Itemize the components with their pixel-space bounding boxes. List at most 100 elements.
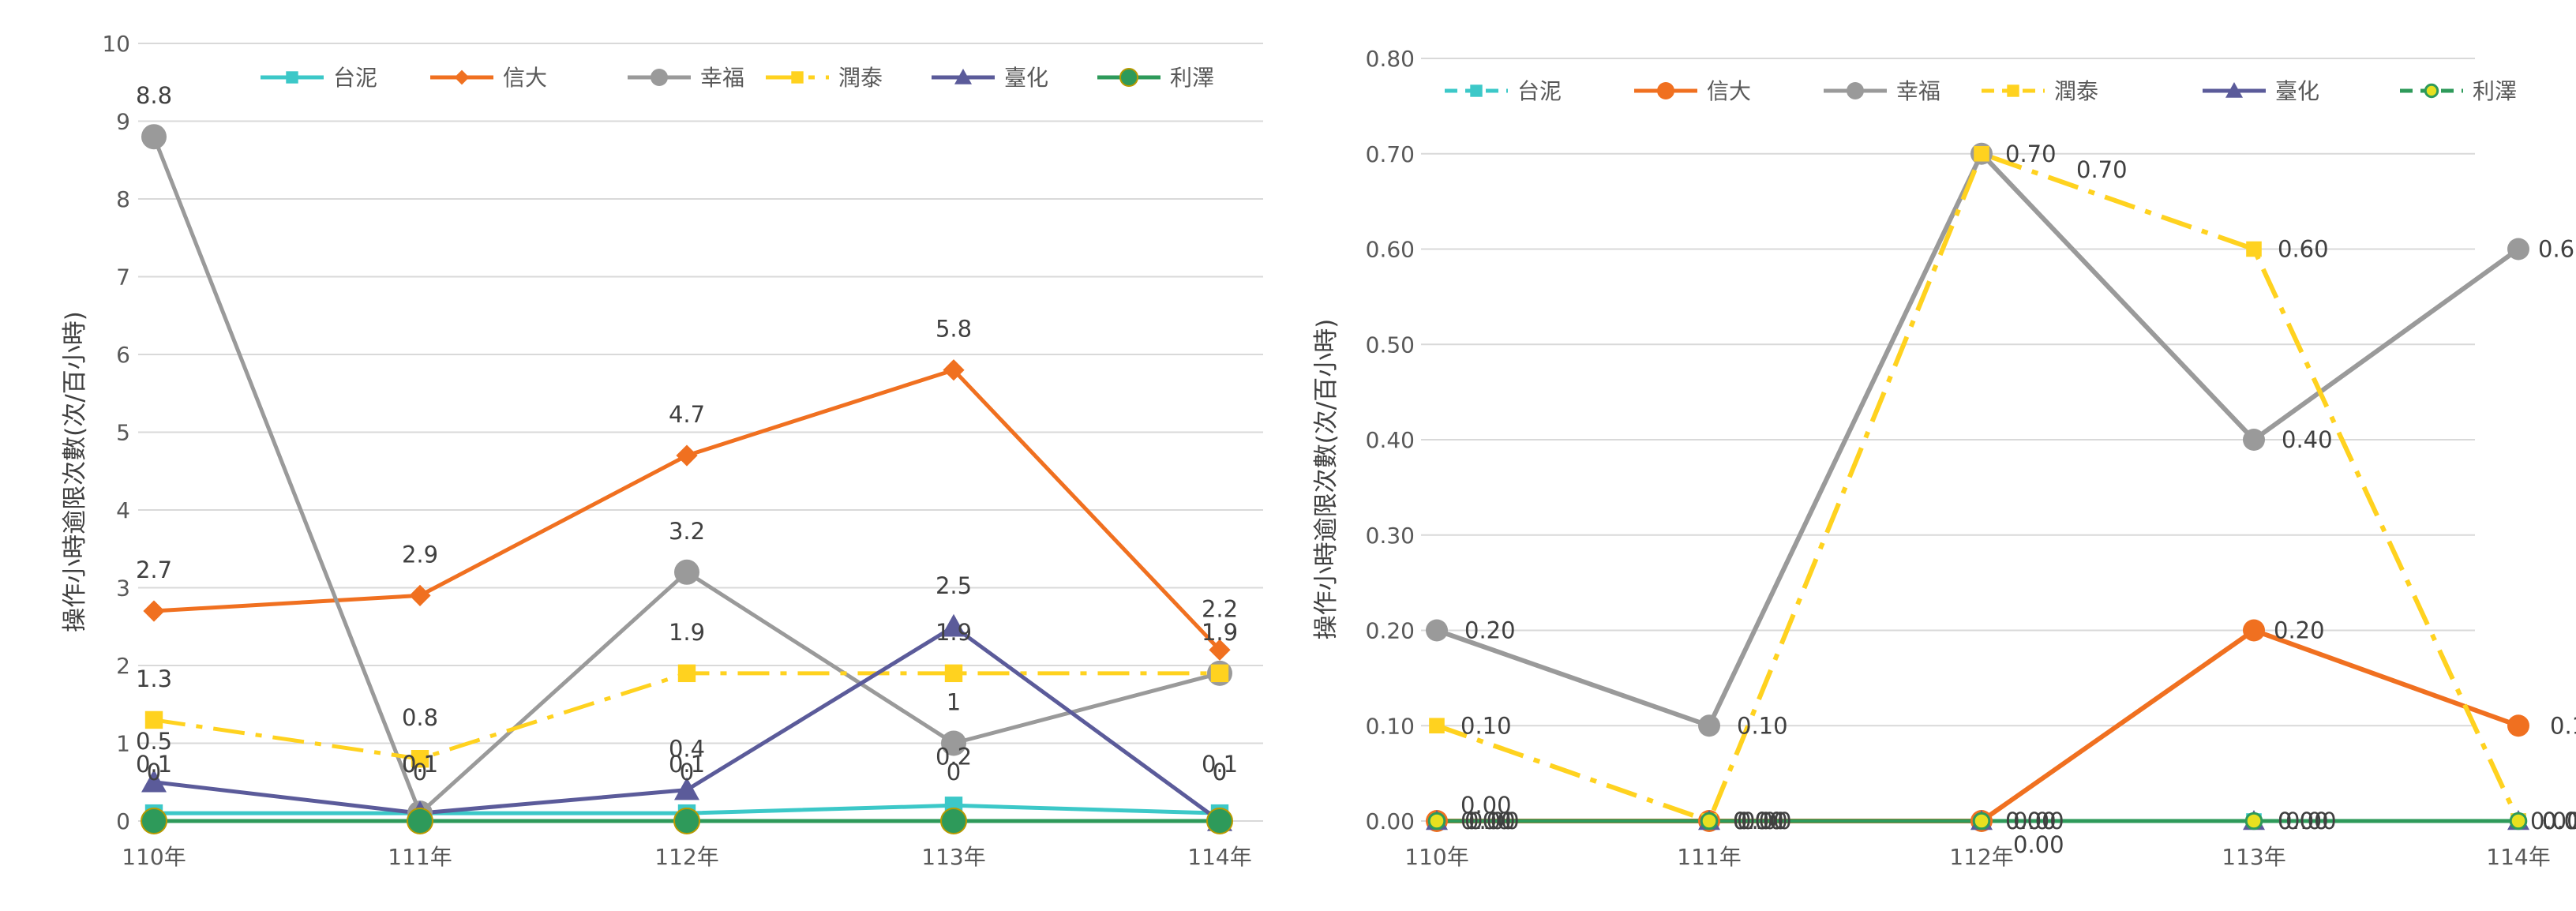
data-point [407, 808, 433, 834]
data-label: 0.10 [1737, 712, 1788, 739]
y-tick-label: 0.20 [1366, 618, 1415, 644]
data-label: 0.70 [2076, 156, 2128, 183]
y-tick-label: 0.70 [1366, 141, 1415, 167]
data-point [1426, 619, 1448, 642]
data-point [144, 710, 163, 729]
data-labels: 0.000.000.000.000.000.000.000.000.200.10… [1460, 141, 2576, 858]
x-tick-label: 111年 [388, 844, 452, 870]
data-label: 0.00 [2542, 808, 2576, 834]
data-point [141, 769, 167, 793]
data-point [676, 444, 698, 467]
data-label: 3.2 [669, 518, 705, 545]
y-tick-label: 0.80 [1366, 46, 1415, 72]
legend-label: 幸福 [1896, 78, 1940, 104]
data-point [1209, 639, 1231, 661]
data-label: 0.1 [1202, 751, 1238, 778]
markers-group [1426, 142, 2529, 832]
data-point [1972, 812, 1991, 830]
legend-marker [1847, 82, 1864, 99]
data-label: 0.00 [2013, 808, 2064, 834]
data-point [1700, 812, 1719, 830]
data-point [2509, 812, 2528, 830]
data-label: 2.7 [136, 557, 172, 583]
data-point [2507, 714, 2529, 737]
legend-label: 潤泰 [2054, 78, 2098, 104]
data-label: 1.9 [669, 619, 705, 646]
gridlines [138, 43, 1263, 822]
data-label: 0.00 [2278, 808, 2329, 834]
data-label: 0.00 [1733, 808, 1784, 834]
data-point [673, 808, 700, 834]
data-label: 0.00 [1460, 792, 1512, 819]
data-point [1974, 145, 1989, 162]
legend-label: 利澤 [2473, 78, 2517, 104]
data-point [944, 664, 963, 683]
x-tick-label: 112年 [654, 844, 718, 870]
data-label: 0.00 [2542, 808, 2576, 834]
x-tick-label: 114年 [1187, 844, 1251, 870]
data-point [2243, 619, 2265, 642]
y-axis-label: 操作小時逾限次數(次/百小時) [1312, 319, 1340, 640]
data-label: 0 [947, 759, 961, 785]
x-tick-label: 113年 [921, 844, 985, 870]
data-label: 1.9 [1202, 619, 1238, 646]
data-label: 0.00 [1464, 808, 1516, 834]
legend-label: 臺化 [2275, 78, 2319, 104]
legend-label: 利澤 [1170, 65, 1214, 91]
y-tick-labels: 0 1 2 3 4 5 6 7 8 9 10 [102, 31, 130, 834]
legend-marker [2225, 82, 2243, 98]
right-chart: 0.00 0.10 0.20 0.30 0.40 0.50 0.60 0.70 0.80 110年… [1312, 46, 2576, 870]
data-label: 5.8 [936, 316, 972, 343]
legend-marker [651, 69, 668, 86]
data-point [141, 124, 167, 150]
x-tick-labels: 110年 111年 112年 113年 114年 [122, 844, 1251, 870]
data-label: 0.2 [936, 743, 972, 770]
data-label: 0.00 [1737, 808, 1788, 834]
legend-marker [1470, 84, 1483, 97]
legend: 台泥 信大 幸福 潤泰 臺化 利澤 [261, 65, 1214, 91]
legend-marker [454, 69, 470, 85]
data-label: 0.00 [1468, 808, 1520, 834]
y-tick-label: 0.00 [1366, 808, 1415, 834]
data-point [141, 808, 167, 834]
series-group [152, 136, 1221, 823]
y-tick-label: 0.60 [1366, 237, 1415, 263]
data-label: 2.2 [1202, 595, 1238, 622]
y-tick-label: 8 [116, 186, 130, 212]
data-point [677, 664, 696, 683]
data-label: 2.5 [936, 572, 972, 599]
y-tick-label: 0.50 [1366, 332, 1415, 358]
data-label: 0.1 [402, 751, 438, 778]
data-label: 0.00 [2005, 808, 2057, 834]
y-tick-label: 0.10 [1366, 713, 1415, 739]
series-group [1436, 151, 2521, 823]
data-label: 8.8 [136, 82, 172, 109]
x-tick-label: 111年 [1677, 844, 1741, 870]
data-point [2246, 241, 2262, 257]
data-label: 0.20 [1464, 617, 1516, 644]
legend-marker [2424, 83, 2439, 99]
x-tick-label: 110年 [122, 844, 186, 870]
data-point [411, 750, 429, 768]
data-label: 0.60 [2538, 236, 2576, 263]
data-label: 0.00 [2530, 808, 2576, 834]
data-point [674, 559, 699, 585]
data-labels: 0.1 0.1 0.1 0.2 0.12.72.94.75.82.28.80.13.21… [136, 82, 1238, 785]
gridlines [1421, 58, 2475, 822]
data-label: 0.4 [669, 736, 705, 763]
y-tick-label: 10 [102, 31, 130, 57]
y-tick-label: 9 [116, 109, 130, 135]
series-line-2 [152, 136, 1221, 815]
x-tick-label: 113年 [2222, 844, 2285, 870]
legend-label: 幸福 [700, 65, 744, 91]
data-label: 0.5 [136, 728, 172, 755]
data-point [1206, 808, 1233, 834]
data-label: 0.40 [2282, 426, 2333, 453]
legend-marker [1657, 82, 1674, 99]
data-label: 0.00 [1733, 808, 1784, 834]
y-tick-label: 1 [116, 731, 130, 757]
y-tick-label: 4 [116, 497, 130, 523]
legend-label: 臺化 [1004, 65, 1048, 91]
